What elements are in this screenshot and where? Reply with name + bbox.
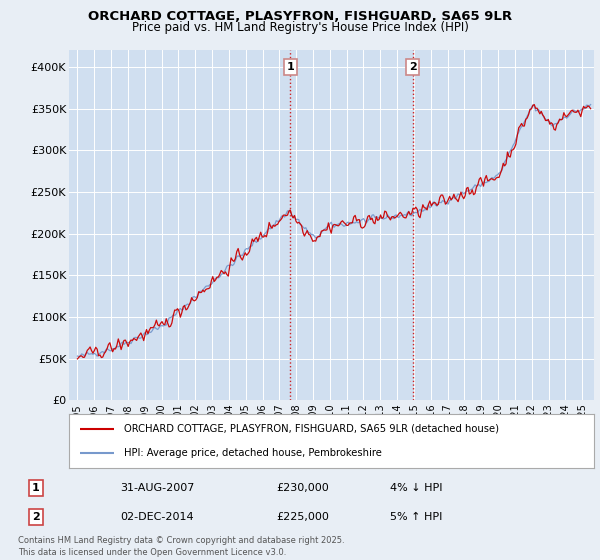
Text: 2: 2 [409,62,416,72]
Text: 02-DEC-2014: 02-DEC-2014 [120,512,194,522]
Text: £225,000: £225,000 [276,512,329,522]
Text: 2: 2 [32,512,40,522]
Text: 31-AUG-2007: 31-AUG-2007 [120,483,194,493]
Text: HPI: Average price, detached house, Pembrokeshire: HPI: Average price, detached house, Pemb… [124,448,382,458]
Text: 5% ↑ HPI: 5% ↑ HPI [390,512,442,522]
Text: ORCHARD COTTAGE, PLASYFRON, FISHGUARD, SA65 9LR: ORCHARD COTTAGE, PLASYFRON, FISHGUARD, S… [88,10,512,23]
Text: 4% ↓ HPI: 4% ↓ HPI [390,483,443,493]
Text: ORCHARD COTTAGE, PLASYFRON, FISHGUARD, SA65 9LR (detached house): ORCHARD COTTAGE, PLASYFRON, FISHGUARD, S… [124,424,499,434]
Text: 1: 1 [287,62,295,72]
Text: Price paid vs. HM Land Registry's House Price Index (HPI): Price paid vs. HM Land Registry's House … [131,21,469,34]
Text: £230,000: £230,000 [276,483,329,493]
Text: Contains HM Land Registry data © Crown copyright and database right 2025.
This d: Contains HM Land Registry data © Crown c… [18,536,344,557]
Text: 1: 1 [32,483,40,493]
